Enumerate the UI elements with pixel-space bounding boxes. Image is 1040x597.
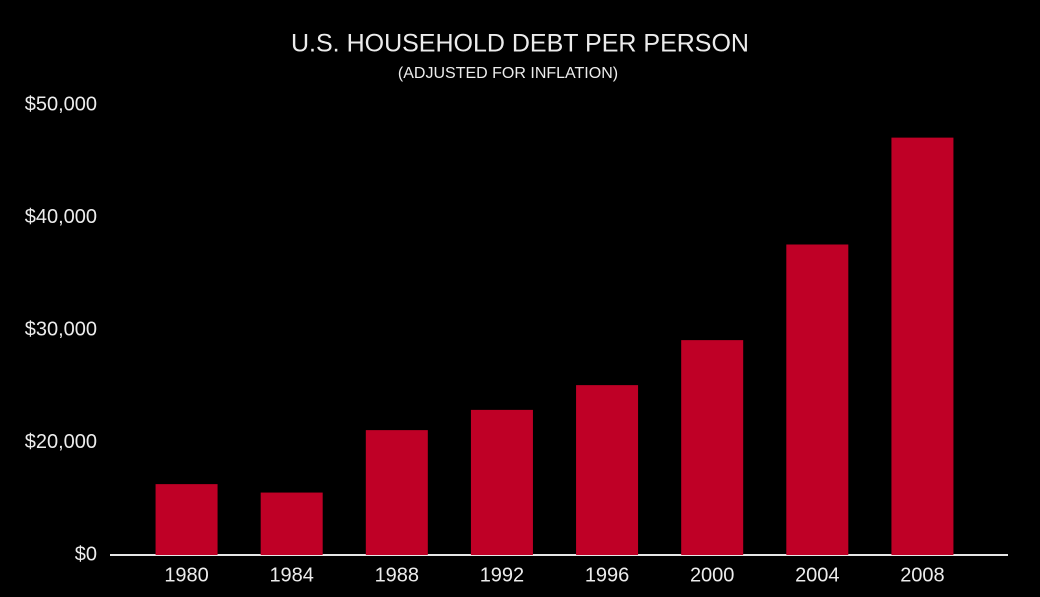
y-tick-label: $30,000 xyxy=(25,318,97,340)
y-tick-label: $50,000 xyxy=(25,93,97,115)
x-tick-label: 1988 xyxy=(375,564,420,586)
y-tick-label: $20,000 xyxy=(25,431,97,453)
x-tick-label: 1996 xyxy=(585,564,630,586)
y-tick-label: $0 xyxy=(75,543,97,565)
bar xyxy=(786,244,849,555)
x-tick-label: 2000 xyxy=(690,564,735,586)
bar xyxy=(681,340,744,555)
x-tick-label: 1984 xyxy=(269,564,314,586)
y-tick-label: $40,000 xyxy=(25,206,97,228)
chart-subtitle: (ADJUSTED FOR INFLATION) xyxy=(398,65,618,82)
x-tick-label: 2004 xyxy=(795,564,840,586)
bar xyxy=(365,430,428,555)
bar xyxy=(260,492,323,555)
bar xyxy=(155,484,218,555)
bar xyxy=(576,385,639,555)
x-tick-label: 2008 xyxy=(900,564,945,586)
x-tick-label: 1992 xyxy=(480,564,525,586)
x-tick-label: 1980 xyxy=(164,564,209,586)
bar xyxy=(891,137,954,555)
bar xyxy=(470,409,533,555)
chart-title: U.S. HOUSEHOLD DEBT PER PERSON xyxy=(291,30,749,58)
